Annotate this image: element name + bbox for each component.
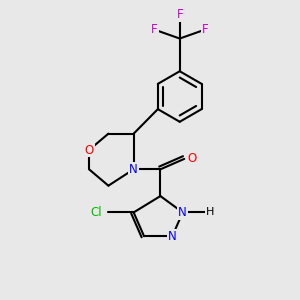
Text: O: O [187,152,196,165]
Text: F: F [151,23,158,36]
Text: H: H [206,207,214,218]
Text: N: N [168,230,177,243]
Text: Cl: Cl [91,206,102,219]
Text: F: F [202,23,208,36]
Text: O: O [84,143,94,157]
Text: N: N [178,206,187,219]
Text: N: N [129,163,138,176]
Text: F: F [176,8,183,21]
